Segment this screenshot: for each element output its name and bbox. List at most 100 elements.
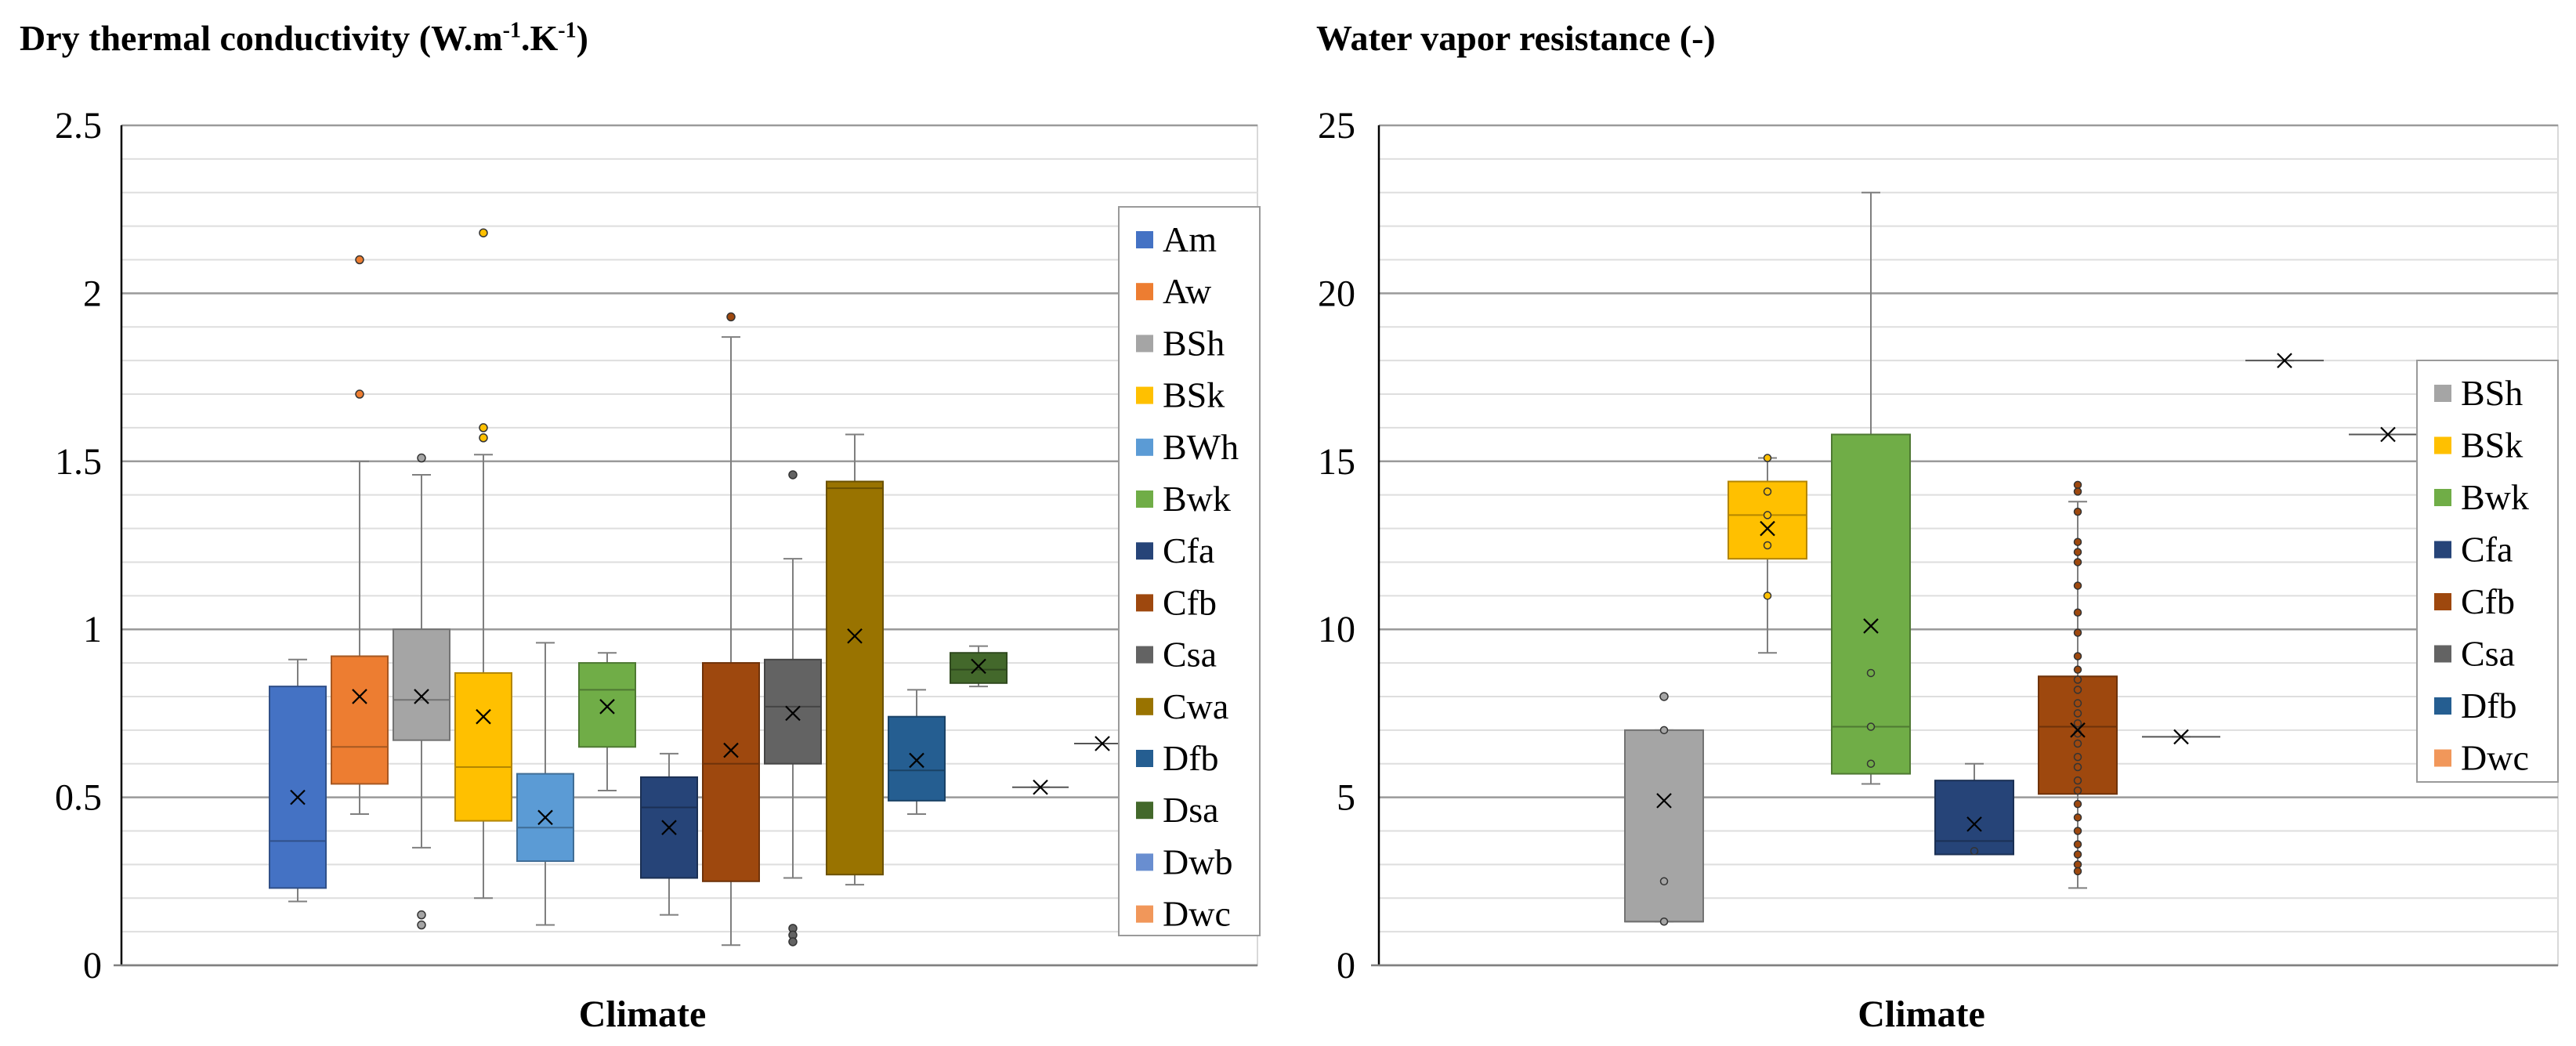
legend-label-cfa: Cfa xyxy=(2461,530,2513,570)
legend-label-cfb: Cfb xyxy=(1163,582,1217,622)
outlier-point xyxy=(417,453,426,463)
mean-marker xyxy=(723,742,739,758)
chart-title-vapor-resistance: Water vapor resistance (-) xyxy=(1316,18,1716,58)
x-axis-label: Climate xyxy=(1858,994,1985,1035)
mean-marker xyxy=(785,705,801,722)
legend-label-dwb: Dwb xyxy=(1163,842,1232,881)
legend-swatch-cfa xyxy=(1136,542,1153,560)
data-point xyxy=(2073,799,2082,809)
legend-label-dsa: Dsa xyxy=(1163,790,1219,830)
mean-marker xyxy=(537,809,553,826)
legend-swatch-bsh xyxy=(2434,385,2451,402)
box-bsh xyxy=(1624,692,1704,926)
box-bwk xyxy=(1831,191,1911,785)
box-bsk xyxy=(1728,454,1807,654)
data-point xyxy=(1866,668,1876,678)
data-point xyxy=(1866,759,1876,768)
y-tick-label: 2 xyxy=(83,273,102,314)
mean-marker xyxy=(971,658,986,675)
box-bwh xyxy=(516,642,574,926)
outlier-point xyxy=(417,910,426,920)
legend-label-bwh: BWh xyxy=(1163,427,1239,467)
mean-marker xyxy=(599,699,615,715)
box-iqr xyxy=(702,662,760,882)
box-iqr xyxy=(764,658,822,765)
box-iqr xyxy=(1624,729,1704,923)
data-point xyxy=(1763,454,1772,462)
box-csa xyxy=(2142,729,2220,745)
box-dfb xyxy=(888,689,946,816)
legend-swatch-am xyxy=(1136,231,1153,248)
data-point xyxy=(2073,548,2082,556)
mean-marker xyxy=(476,708,491,725)
legend-label-dwc: Dwc xyxy=(2461,738,2529,778)
mean-marker xyxy=(909,752,924,769)
data-point xyxy=(1763,487,1772,496)
legend-swatch-dfb xyxy=(1136,750,1153,767)
data-point xyxy=(2073,762,2082,772)
outlier-point xyxy=(1659,692,1669,701)
box-iqr xyxy=(1831,433,1911,775)
legend-swatch-cfa xyxy=(2434,541,2451,559)
y-tick-label: 1.5 xyxy=(55,441,102,483)
data-point xyxy=(2073,628,2082,637)
data-point xyxy=(2073,537,2082,546)
y-tick-label: 15 xyxy=(1318,441,1355,483)
legend-swatch-dwb xyxy=(1136,853,1153,871)
legend-label-bsh: BSh xyxy=(1163,323,1225,363)
legend-swatch-dwc xyxy=(1136,905,1153,923)
x-axis-label: Climate xyxy=(579,994,707,1035)
outlier-point xyxy=(479,433,488,443)
data-point xyxy=(2073,675,2082,684)
data-point xyxy=(1866,722,1876,731)
legend-label-bwk: Bwk xyxy=(1163,479,1231,519)
mean-marker xyxy=(2173,729,2189,745)
box-dwc xyxy=(1074,736,1131,751)
legend-swatch-csa xyxy=(1136,646,1153,664)
data-point xyxy=(1659,918,1669,926)
data-point xyxy=(2073,850,2082,859)
legend-label-aw: Aw xyxy=(1163,271,1212,311)
legend-swatch-aw xyxy=(1136,283,1153,301)
legend-swatch-dwc xyxy=(2434,749,2451,767)
legend-label-am: Am xyxy=(1163,219,1217,259)
legend-label-cfb: Cfb xyxy=(2461,581,2515,621)
legend-label-csa: Csa xyxy=(1163,635,1217,675)
legend-label-dwc: Dwc xyxy=(1163,894,1231,934)
data-point xyxy=(2073,739,2082,748)
legend-swatch-bwh xyxy=(1136,438,1153,456)
outlier-point xyxy=(479,228,488,237)
legend-swatch-csa xyxy=(2434,645,2451,663)
legend-label-bwk: Bwk xyxy=(2461,477,2529,517)
data-point xyxy=(1659,726,1669,735)
chart-1: 0 0.5 1 1.5 2 2.5 Climate Am Aw BSh BSk BWh Bwk Cfa Cf… xyxy=(55,105,1261,1035)
data-point xyxy=(1763,592,1772,600)
chart-title-thermal-conductivity: Dry thermal conductivity (W.m-1.K-1) xyxy=(20,18,588,58)
chart-2: 0 5 10 15 20 25 Climate BSh BSk Bwk Cfa Cfb Csa Dfb Dw… xyxy=(1318,105,2559,1035)
y-tick-label: 20 xyxy=(1318,273,1355,314)
box-iqr xyxy=(578,662,636,748)
box-cfa xyxy=(640,752,698,916)
data-point xyxy=(2073,487,2082,496)
box-cfb xyxy=(702,312,760,946)
data-point xyxy=(2073,752,2082,762)
box-iqr xyxy=(888,715,946,802)
box-iqr xyxy=(454,671,512,822)
legend: BSh BSk Bwk Cfa Cfb Csa Dfb Dwc xyxy=(2416,360,2559,783)
box-dwb xyxy=(1012,779,1069,795)
mean-marker xyxy=(2070,722,2086,738)
legend-box xyxy=(2416,360,2559,783)
data-point xyxy=(2073,480,2082,490)
data-point xyxy=(2073,558,2082,566)
data-point xyxy=(2073,786,2082,795)
box-cwa xyxy=(826,433,884,886)
box-iqr xyxy=(331,655,389,785)
mean-marker xyxy=(290,789,306,805)
legend: Am Aw BSh BSk BWh Bwk Cfa Cfb Csa Cwa Dfb Dsa Dwb Dwc xyxy=(1118,206,1261,936)
y-tick-label: 0 xyxy=(83,945,102,986)
box-dsa xyxy=(950,645,1008,688)
box-bsk xyxy=(454,228,512,899)
legend-label-cfa: Cfa xyxy=(1163,530,1214,570)
data-point xyxy=(1970,846,1979,856)
